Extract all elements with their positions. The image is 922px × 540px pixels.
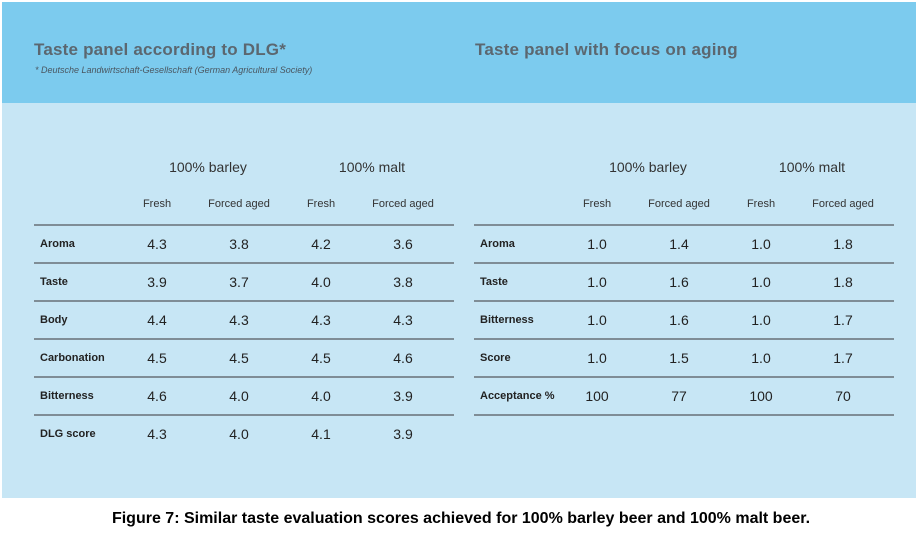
table-cell: 4.3 [147,426,167,442]
table-row: Bitterness 4.6 4.0 4.0 3.9 [34,377,454,416]
corner-cell [34,184,126,226]
table-cell: 4.3 [290,301,352,340]
aging-taste-table: 100% barley 100% malt Fresh Forced aged … [474,150,894,416]
table-cell: 4.2 [290,225,352,264]
column-group-row: 100% barley 100% malt [34,150,454,184]
table-cell: 4.5 [290,339,352,378]
table-cell: 1.6 [628,301,730,340]
table-cell: 3.7 [188,263,290,302]
subcolumn-header: Fresh [126,184,188,226]
column-group-header: 100% malt [778,159,846,175]
corner-cell [34,150,126,184]
table-row: Score 1.0 1.5 1.0 1.7 [474,339,894,378]
table-cell: 3.9 [393,426,413,442]
table-cell: 1.0 [730,339,792,378]
row-label: Aroma [474,225,566,264]
table-cell: 3.8 [188,225,290,264]
table-cell: 1.7 [792,301,894,340]
row-label: Aroma [34,225,126,264]
table-cell: 4.5 [188,339,290,378]
subcolumn-header: Fresh [566,184,628,226]
table-cell: 3.9 [126,263,188,302]
table-row: Taste 3.9 3.7 4.0 3.8 [34,263,454,302]
table-cell: 4.3 [352,301,454,340]
table-cell: 1.0 [730,263,792,302]
row-label: Body [34,301,126,340]
table-cell: 100 [730,377,792,416]
table-cell: 4.0 [188,377,290,416]
dlg-taste-table: 100% barley 100% malt Fresh Forced aged … [34,150,454,452]
table-cell: 1.0 [730,225,792,264]
header-band: Taste panel according to DLG* * Deutsche… [2,2,916,103]
table-cell: 4.3 [126,225,188,264]
table-row: Carbonation 4.5 4.5 4.5 4.6 [34,339,454,378]
table-cell: 70 [792,377,894,416]
row-label: Taste [474,263,566,302]
left-table-footnote: * Deutsche Landwirtschaft-Gesellschaft (… [35,65,313,75]
table-cell: 4.1 [311,426,331,442]
table-cell: 4.5 [126,339,188,378]
column-group-header: 100% barley [169,159,247,175]
table-cell: 4.4 [126,301,188,340]
table-cell: 1.0 [566,225,628,264]
right-table-title: Taste panel with focus on aging [475,40,738,59]
table-cell: 4.6 [126,377,188,416]
row-label: Carbonation [34,339,126,378]
figure-panel: Taste panel according to DLG* * Deutsche… [2,2,916,498]
subcolumn-header-row: Fresh Forced aged Fresh Forced aged [474,184,894,226]
table-row: Aroma 4.3 3.8 4.2 3.6 [34,225,454,264]
table-row: Taste 1.0 1.6 1.0 1.8 [474,263,894,302]
row-label: DLG score [40,428,96,440]
table-cell: 100 [566,377,628,416]
table-cell: 4.0 [229,426,249,442]
table-cell: 1.8 [792,225,894,264]
column-group-header: 100% barley [609,159,687,175]
subcolumn-header: Forced aged [188,184,290,226]
subcolumn-header: Forced aged [628,184,730,226]
table-cell: 1.6 [628,263,730,302]
subcolumn-header: Forced aged [352,184,454,226]
subcolumn-header: Fresh [290,184,352,226]
corner-cell [474,150,566,184]
row-label: Taste [34,263,126,302]
table-row: Body 4.4 4.3 4.3 4.3 [34,301,454,340]
table-row: DLG score 4.3 4.0 4.1 3.9 [34,415,454,452]
table-cell: 1.7 [792,339,894,378]
table-cell: 1.0 [566,263,628,302]
table-cell: 4.0 [290,263,352,302]
corner-cell [474,184,566,226]
subcolumn-header: Fresh [730,184,792,226]
figure-caption: Figure 7: Similar taste evaluation score… [111,510,811,527]
table-cell: 1.0 [730,301,792,340]
table-cell: 1.5 [628,339,730,378]
table-cell: 1.0 [566,301,628,340]
row-label: Bitterness [34,377,126,416]
row-label: Score [474,339,566,378]
subcolumn-header-row: Fresh Forced aged Fresh Forced aged [34,184,454,226]
table-cell: 1.8 [792,263,894,302]
table-cell: 1.4 [628,225,730,264]
table-cell: 3.6 [352,225,454,264]
column-group-header: 100% malt [338,159,406,175]
table-cell: 3.9 [352,377,454,416]
table-row: Acceptance % 100 77 100 70 [474,377,894,416]
table-cell: 4.0 [290,377,352,416]
table-row: Aroma 1.0 1.4 1.0 1.8 [474,225,894,264]
row-label: Acceptance % [474,377,566,416]
table-cell: 77 [628,377,730,416]
left-table-title: Taste panel according to DLG* [34,40,287,59]
table-cell: 4.6 [352,339,454,378]
subcolumn-header: Forced aged [792,184,894,226]
row-label: Bitterness [474,301,566,340]
table-cell: 1.0 [566,339,628,378]
table-cell: 4.3 [188,301,290,340]
table-cell: 3.8 [352,263,454,302]
table-row: Bitterness 1.0 1.6 1.0 1.7 [474,301,894,340]
column-group-row: 100% barley 100% malt [474,150,894,184]
